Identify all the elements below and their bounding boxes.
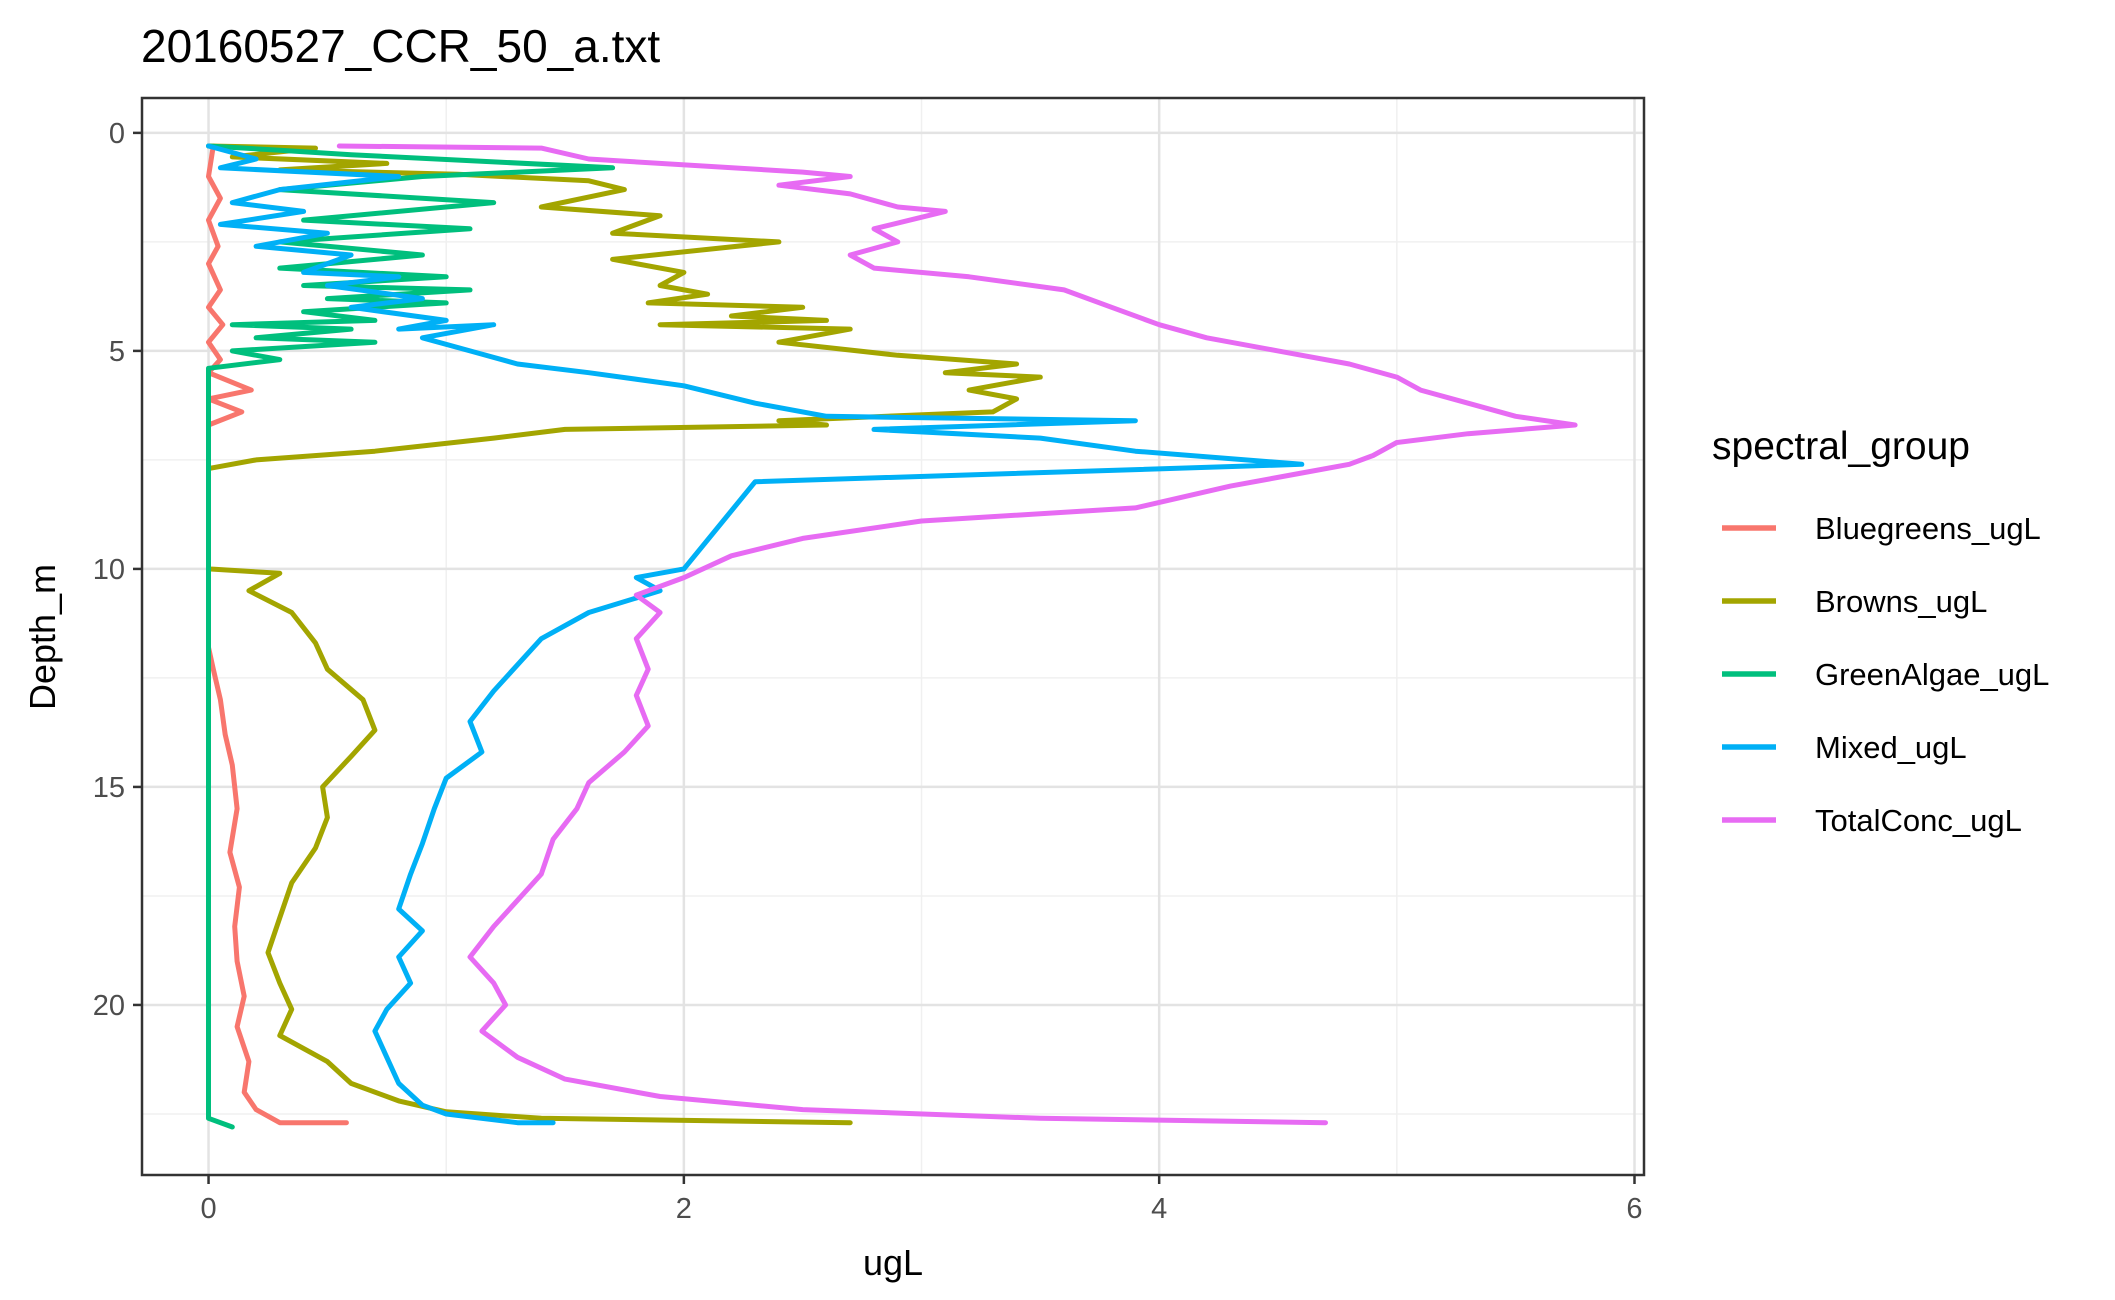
y-axis-title: Depth_m [22, 564, 63, 710]
legend-title: spectral_group [1712, 425, 1970, 468]
grid-layer [142, 98, 1644, 1175]
tick-layer: 0 2 4 6 0 5 10 15 20 [93, 118, 1643, 1225]
legend-label: GreenAlgae_ugL [1815, 657, 2049, 692]
y-tick-label: 15 [93, 772, 125, 804]
legend-label: Bluegreens_ugL [1815, 511, 2041, 546]
legend-label: TotalConc_ugL [1815, 803, 2022, 838]
series-line-totalconc-ugl [336, 143, 1578, 1126]
y-tick-label: 0 [109, 118, 125, 150]
series-line-mixed-ugl [206, 143, 1305, 1126]
legend-item: TotalConc_ugL [1722, 803, 2022, 838]
y-tick-label: 10 [93, 554, 125, 586]
legend-item: Mixed_ugL [1722, 730, 1967, 765]
x-tick-label: 6 [1626, 1193, 1642, 1225]
y-tick-label: 5 [109, 336, 125, 368]
x-axis-title: ugL [863, 1242, 923, 1283]
series-line-browns-ugl [206, 143, 1043, 1126]
legend-item: GreenAlgae_ugL [1722, 657, 2049, 692]
legend-label: Browns_ugL [1815, 584, 1987, 619]
legend-label: Mixed_ugL [1815, 730, 1967, 765]
plot-border [140, 96, 1646, 1177]
series-layer [206, 143, 1578, 1130]
x-tick-label: 0 [200, 1193, 216, 1225]
y-tick-label: 20 [93, 990, 125, 1022]
x-tick-label: 4 [1151, 1193, 1167, 1225]
x-tick-label: 2 [676, 1193, 692, 1225]
legend-item: Browns_ugL [1722, 584, 1987, 619]
legend: spectral_group Bluegreens_ugL Browns_ugL G… [1712, 425, 2049, 838]
legend-item: Bluegreens_ugL [1722, 511, 2041, 546]
chart-title: 20160527_CCR_50_a.txt [141, 20, 660, 72]
